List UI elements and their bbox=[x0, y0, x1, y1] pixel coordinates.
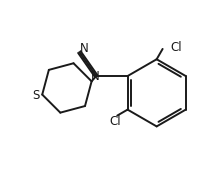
Text: N: N bbox=[80, 42, 89, 55]
Text: Cl: Cl bbox=[171, 41, 182, 54]
Text: N: N bbox=[91, 70, 100, 83]
Text: Cl: Cl bbox=[109, 115, 121, 128]
Text: S: S bbox=[32, 89, 40, 102]
